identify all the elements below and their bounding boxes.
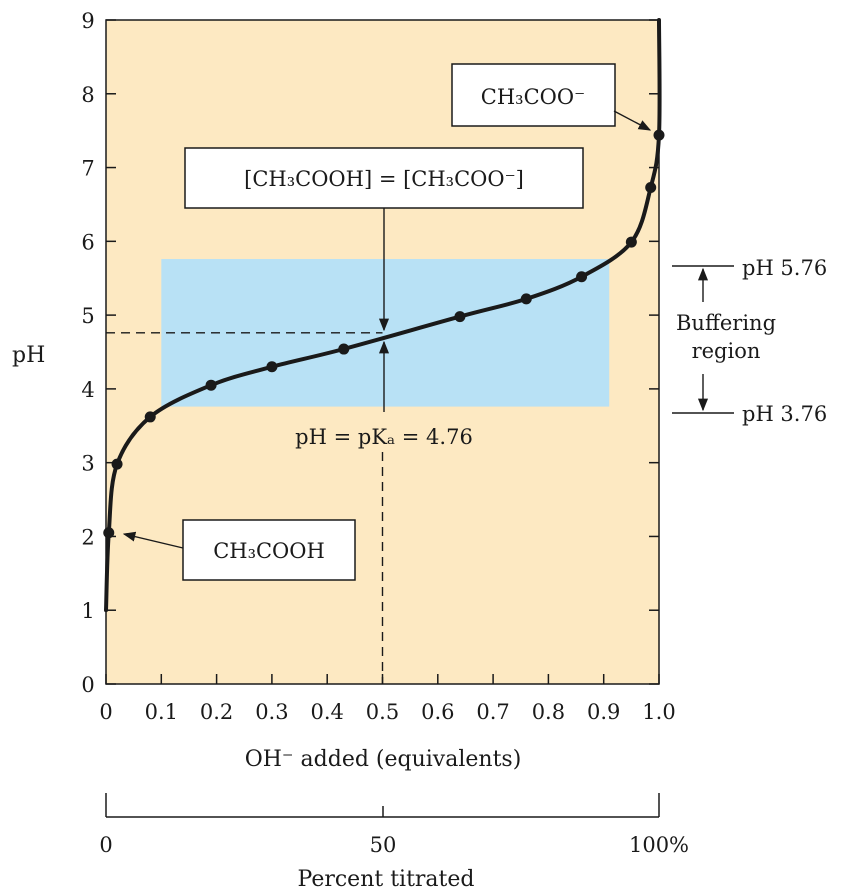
- buffering-label-line-2: region: [692, 339, 761, 363]
- buffering-region-bracket: [672, 265, 734, 414]
- y-tick-label: 2: [81, 525, 94, 549]
- y-tick-label: 0: [81, 673, 94, 697]
- buffering-label-line-1: Buffering: [676, 311, 776, 335]
- percent-tick-label-50: 50: [370, 833, 397, 857]
- upper-limit-label: pH 5.76: [742, 256, 827, 280]
- data-point: [205, 379, 217, 391]
- x-tick-label: 0.4: [310, 700, 343, 724]
- data-point: [645, 181, 657, 193]
- y-tick-label: 6: [81, 230, 94, 254]
- percent-tick-label-100: 100%: [629, 833, 689, 857]
- x-tick-label: 0.2: [200, 700, 233, 724]
- y-tick-label: 4: [81, 378, 94, 402]
- data-point: [454, 311, 466, 323]
- data-point: [653, 129, 665, 141]
- data-point: [266, 361, 278, 373]
- pka-label-backdrop: [270, 418, 502, 452]
- x-tick-label: 0.3: [255, 700, 288, 724]
- base-label-text: CH₃COO⁻: [481, 85, 585, 109]
- x-tick-label: 0: [99, 700, 112, 724]
- y-axis-label: pH: [12, 343, 45, 368]
- pka-label: pH = pKₐ = 4.76: [295, 425, 473, 449]
- acid-label-box: [182, 519, 356, 581]
- y-tick-label: 3: [81, 452, 94, 476]
- lower-limit-label: pH 3.76: [742, 402, 827, 426]
- data-point: [576, 271, 588, 283]
- data-point: [338, 343, 350, 355]
- equal-concentration-text: [CH₃COOH] = [CH₃COO⁻]: [244, 167, 524, 191]
- data-point: [520, 293, 532, 305]
- x-tick-label: 0.7: [476, 700, 509, 724]
- x-tick-label: 1.0: [642, 700, 675, 724]
- y-tick-label: 5: [81, 304, 94, 328]
- data-point: [625, 236, 637, 248]
- y-tick-label: 8: [81, 83, 94, 107]
- x-axis-label: OH⁻ added (equivalents): [245, 747, 522, 772]
- data-point: [103, 527, 115, 539]
- data-points: [103, 129, 665, 539]
- x-tick-label: 0.1: [145, 700, 178, 724]
- acid-label-text: CH₃COOH: [213, 539, 325, 563]
- base-label-box: [451, 63, 616, 127]
- data-point: [144, 411, 156, 423]
- y-axis-ticks: 0 1 2 3 4 5 6 7 8 9: [81, 9, 659, 697]
- x-tick-label: 0.9: [587, 700, 620, 724]
- percent-tick-label-0: 0: [99, 833, 112, 857]
- buffering-region: [161, 259, 610, 407]
- x-tick-label: 0.6: [421, 700, 454, 724]
- x-tick-label: 0.5: [366, 700, 399, 724]
- acid-label-arrow: [122, 531, 184, 549]
- y-tick-label: 1: [81, 599, 94, 623]
- x-axis-ticks: 0 0.1 0.2 0.3 0.4 0.5 0.6 0.7 0.8 0.9 1.0: [99, 674, 676, 724]
- y-tick-label: 9: [81, 9, 94, 33]
- y-tick-label: 7: [81, 157, 94, 181]
- percent-axis-label: Percent titrated: [298, 867, 475, 892]
- data-point: [111, 458, 123, 470]
- x-tick-label: 0.8: [532, 700, 565, 724]
- base-label-arrow: [613, 110, 652, 131]
